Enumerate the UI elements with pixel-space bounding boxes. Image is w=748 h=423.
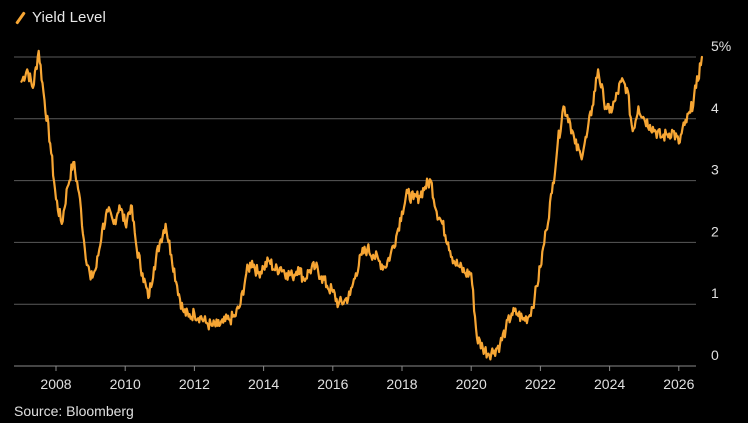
y-tick-label: 4: [711, 100, 719, 116]
x-tick-label: 2022: [525, 376, 556, 392]
x-tick-label: 2026: [663, 376, 694, 392]
x-tick-label: 2014: [248, 376, 279, 392]
x-tick-label: 2012: [179, 376, 210, 392]
y-tick-label: 3: [711, 162, 719, 178]
legend-label: Yield Level: [32, 9, 106, 26]
x-tick-label: 2020: [456, 376, 487, 392]
y-tick-label: 2: [711, 223, 719, 239]
series-line-yield-level: [20, 49, 703, 361]
y-tick-label: 0: [711, 347, 719, 363]
y-tick-label: 5%: [711, 38, 731, 54]
x-tick-label: 2018: [386, 376, 417, 392]
x-tick-label: 2024: [594, 376, 625, 392]
source-note: Source: Bloomberg: [14, 403, 134, 419]
x-tick-label: 2010: [110, 376, 141, 392]
y-tick-label: 1: [711, 285, 719, 301]
x-tick-label: 2016: [317, 376, 348, 392]
legend: Yield Level: [14, 9, 106, 26]
x-tick-label: 2008: [40, 376, 71, 392]
